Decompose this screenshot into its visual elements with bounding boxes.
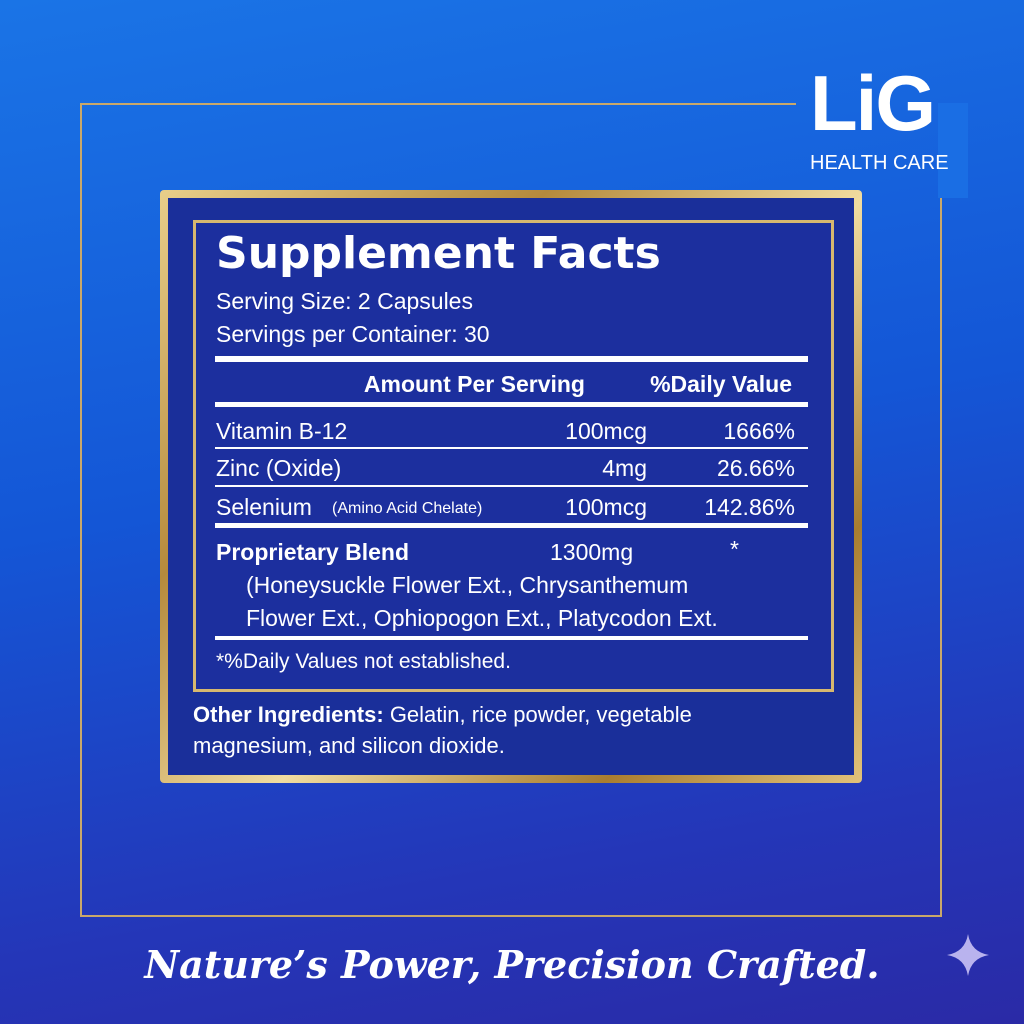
rule <box>215 356 808 362</box>
rule <box>215 523 808 528</box>
tagline: Nature’s Power, Precision Crafted. <box>144 942 880 987</box>
amount-header: Amount Per Serving <box>363 371 585 397</box>
logo: LiG <box>810 59 936 147</box>
rule <box>215 485 808 487</box>
nutrient-note: (Amino Acid Chelate) <box>332 500 483 517</box>
other-line: Other Ingredients: Gelatin, rice powder,… <box>193 702 692 728</box>
blend-line: (Honeysuckle Flower Ext., Chrysanthemum <box>246 572 689 598</box>
rule <box>215 402 808 407</box>
nutrient-amount: 100mcg <box>565 418 647 444</box>
nutrient-dv: 142.86% <box>704 494 795 520</box>
frame <box>80 103 942 917</box>
servings-per-container: Servings per Container: 30 <box>216 321 490 347</box>
sparkle-icon <box>947 934 989 976</box>
rule <box>215 447 808 449</box>
facts-title: Supplement Facts <box>216 228 661 279</box>
dv-header: %Daily Value <box>650 371 792 397</box>
blend-amount: 1300mg <box>550 539 634 565</box>
sparkle <box>947 934 989 976</box>
facts-box <box>193 220 834 692</box>
footnote: *%Daily Values not established. <box>216 650 511 673</box>
other-text: Gelatin, rice powder, vegetable <box>389 702 692 727</box>
serving-size: Serving Size: 2 Capsules <box>216 288 473 314</box>
frame-top <box>80 103 796 105</box>
other-label: Other Ingredients: <box>193 702 384 727</box>
rule <box>215 636 808 640</box>
nutrient-dv: 26.66% <box>716 455 795 481</box>
blend-line: Flower Ext., Ophiopogon Ext., Platycodon… <box>246 605 718 631</box>
nutrient-name: Zinc (Oxide) <box>216 455 342 481</box>
logo-subtitle: HEALTH CARE <box>810 152 949 174</box>
nutrient-name: Vitamin B-12 <box>216 418 348 444</box>
nutrient-name: Selenium <box>216 494 312 520</box>
blend-dv: * <box>730 536 739 562</box>
other-text: magnesium, and silicon dioxide. <box>193 733 505 758</box>
nutrient-dv: 1666% <box>723 418 795 444</box>
blend-name: Proprietary Blend <box>216 539 409 565</box>
nutrient-amount: 4mg <box>602 455 647 481</box>
nutrient-amount: 100mcg <box>565 494 647 520</box>
frame-gap <box>938 103 968 198</box>
